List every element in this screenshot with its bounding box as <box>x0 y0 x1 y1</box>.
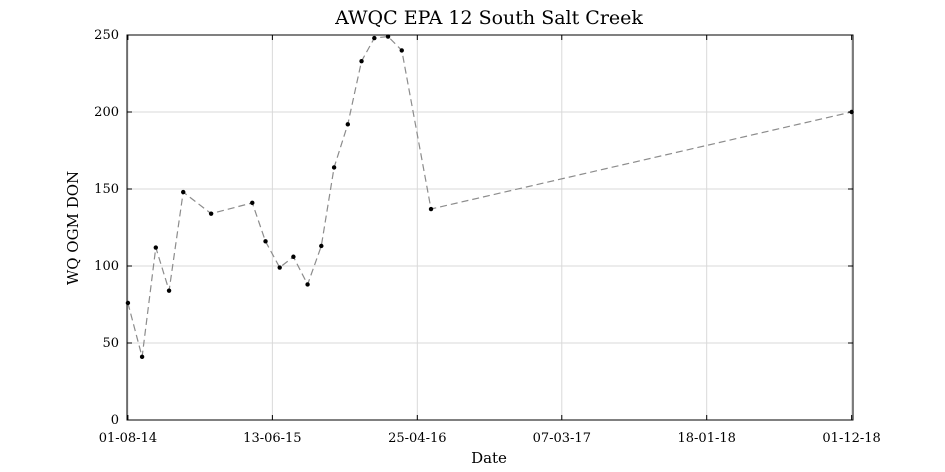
y-tick-label: 100 <box>94 259 119 274</box>
data-point <box>399 48 404 53</box>
y-tick-label: 250 <box>94 28 119 43</box>
y-tick-label: 200 <box>94 105 119 120</box>
data-point <box>359 58 364 64</box>
data-point <box>250 200 255 206</box>
data-point <box>428 206 434 212</box>
chart-title: AWQC EPA 12 South Salt Creek <box>334 7 643 29</box>
data-point <box>166 288 172 293</box>
x-tick-label: 25-04-16 <box>388 431 446 446</box>
data-point <box>181 189 186 195</box>
y-tick-label: 0 <box>111 413 119 428</box>
data-point <box>277 265 282 270</box>
data-point <box>305 282 310 287</box>
data-point <box>263 239 268 244</box>
grid-layer <box>127 34 853 421</box>
data-point <box>331 165 337 170</box>
data-point <box>139 354 145 360</box>
x-tick-label: 07-03-17 <box>533 431 591 446</box>
data-point <box>153 245 159 250</box>
x-tick-label: 18-01-18 <box>677 431 735 446</box>
x-axis-label: Date <box>471 449 507 467</box>
data-point <box>372 35 377 41</box>
data-point <box>208 211 214 216</box>
series-layer <box>125 34 854 360</box>
series-line <box>127 35 852 358</box>
y-tick-label: 150 <box>94 182 119 197</box>
data-point <box>125 300 131 306</box>
plot-frame <box>126 34 854 421</box>
x-tick-label: 01-12-18 <box>822 431 880 446</box>
data-point <box>345 122 351 127</box>
data-point <box>319 243 324 249</box>
x-tick-label: 01-08-14 <box>99 431 157 446</box>
data-point <box>291 254 296 259</box>
tick-layer: 0 50 100 150 200 250 01-08-14 13-06-15 25-04-16 0… <box>94 28 881 446</box>
y-tick-label: 50 <box>102 336 119 351</box>
y-axis-label: WQ OGM DON <box>64 171 82 285</box>
x-tick-label: 13-06-15 <box>243 431 301 446</box>
